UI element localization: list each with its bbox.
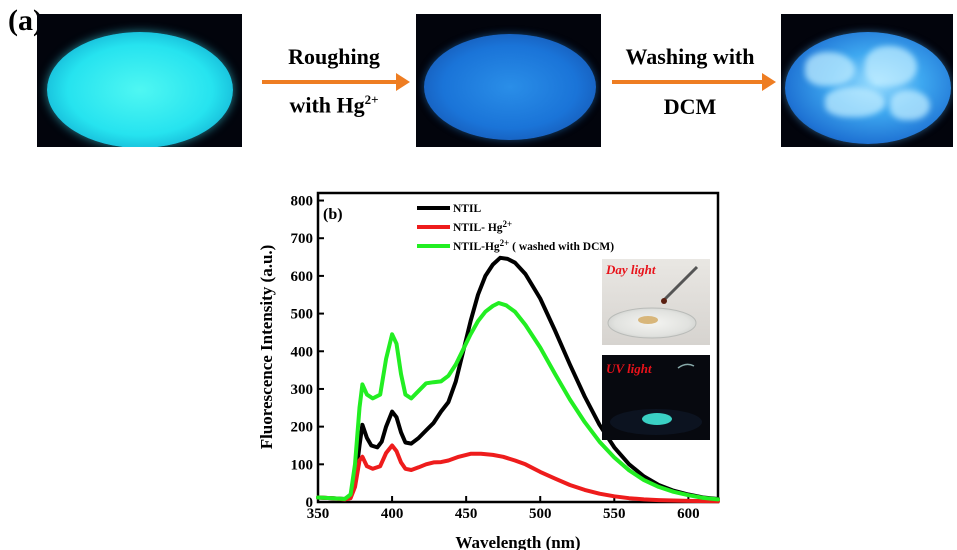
y-tick-label: 500 (291, 307, 314, 323)
y-tick-label: 700 (291, 231, 314, 247)
legend-label-0: NTIL (453, 203, 481, 215)
step2-arrow-icon (612, 73, 776, 91)
photo-film-initial (37, 14, 242, 147)
glowing-dish-icon (47, 32, 233, 147)
panel-b-label: (b) (323, 206, 343, 223)
y-tick-label: 0 (306, 495, 314, 511)
step1-arrow-icon (262, 73, 410, 91)
y-tick-label: 100 (291, 457, 314, 473)
inset-uv-light: UV light (602, 355, 710, 440)
step2-line1: Washing with (625, 44, 755, 69)
x-tick-label: 550 (603, 506, 626, 522)
y-tick-label: 600 (291, 269, 314, 285)
y-tick-label: 400 (291, 344, 314, 360)
step2-line2: DCM (663, 94, 717, 119)
x-tick-label: 400 (381, 506, 404, 522)
glowing-dish-icon (424, 34, 596, 140)
step1-line1: Roughing (288, 44, 380, 69)
x-tick-label: 450 (455, 506, 478, 522)
axis-ticks: 350 400 450 500 550 600 0 100 200 300 400 500 600 700… (291, 194, 700, 522)
film-icon (638, 316, 658, 324)
legend-label-1: NTIL- Hg2+ (453, 219, 512, 234)
plot-frame (316, 191, 720, 504)
legend: NTIL NTIL- Hg2+ NTIL-Hg2+ ( washed with DC… (417, 203, 614, 253)
y-tick-label: 200 (291, 420, 314, 436)
glowing-film-icon (642, 413, 672, 425)
step1-line2: with Hg2+ (289, 92, 379, 118)
inset-day-light: Day light (602, 259, 710, 345)
y-tick-label: 300 (291, 382, 314, 398)
series-line-2 (316, 301, 720, 502)
x-tick-label: 500 (529, 506, 552, 522)
x-axis-title: Wavelength (nm) (455, 533, 580, 550)
y-tick-label: 800 (291, 194, 314, 210)
legend-label-2: NTIL-Hg2+ ( washed with DCM) (453, 238, 614, 253)
glowing-dish-icon (785, 32, 951, 144)
photo-film-hg (416, 14, 601, 147)
uv-light-label: UV light (606, 361, 652, 376)
y-axis-title: Fluorescence Intensity (a.u.) (257, 245, 276, 450)
photo-film-washed (781, 14, 953, 147)
day-light-label: Day light (605, 262, 656, 277)
tweezers-icon (662, 265, 699, 302)
x-tick-label: 350 (307, 506, 330, 522)
x-tick-label: 600 (677, 506, 700, 522)
series-line-1 (316, 443, 720, 504)
